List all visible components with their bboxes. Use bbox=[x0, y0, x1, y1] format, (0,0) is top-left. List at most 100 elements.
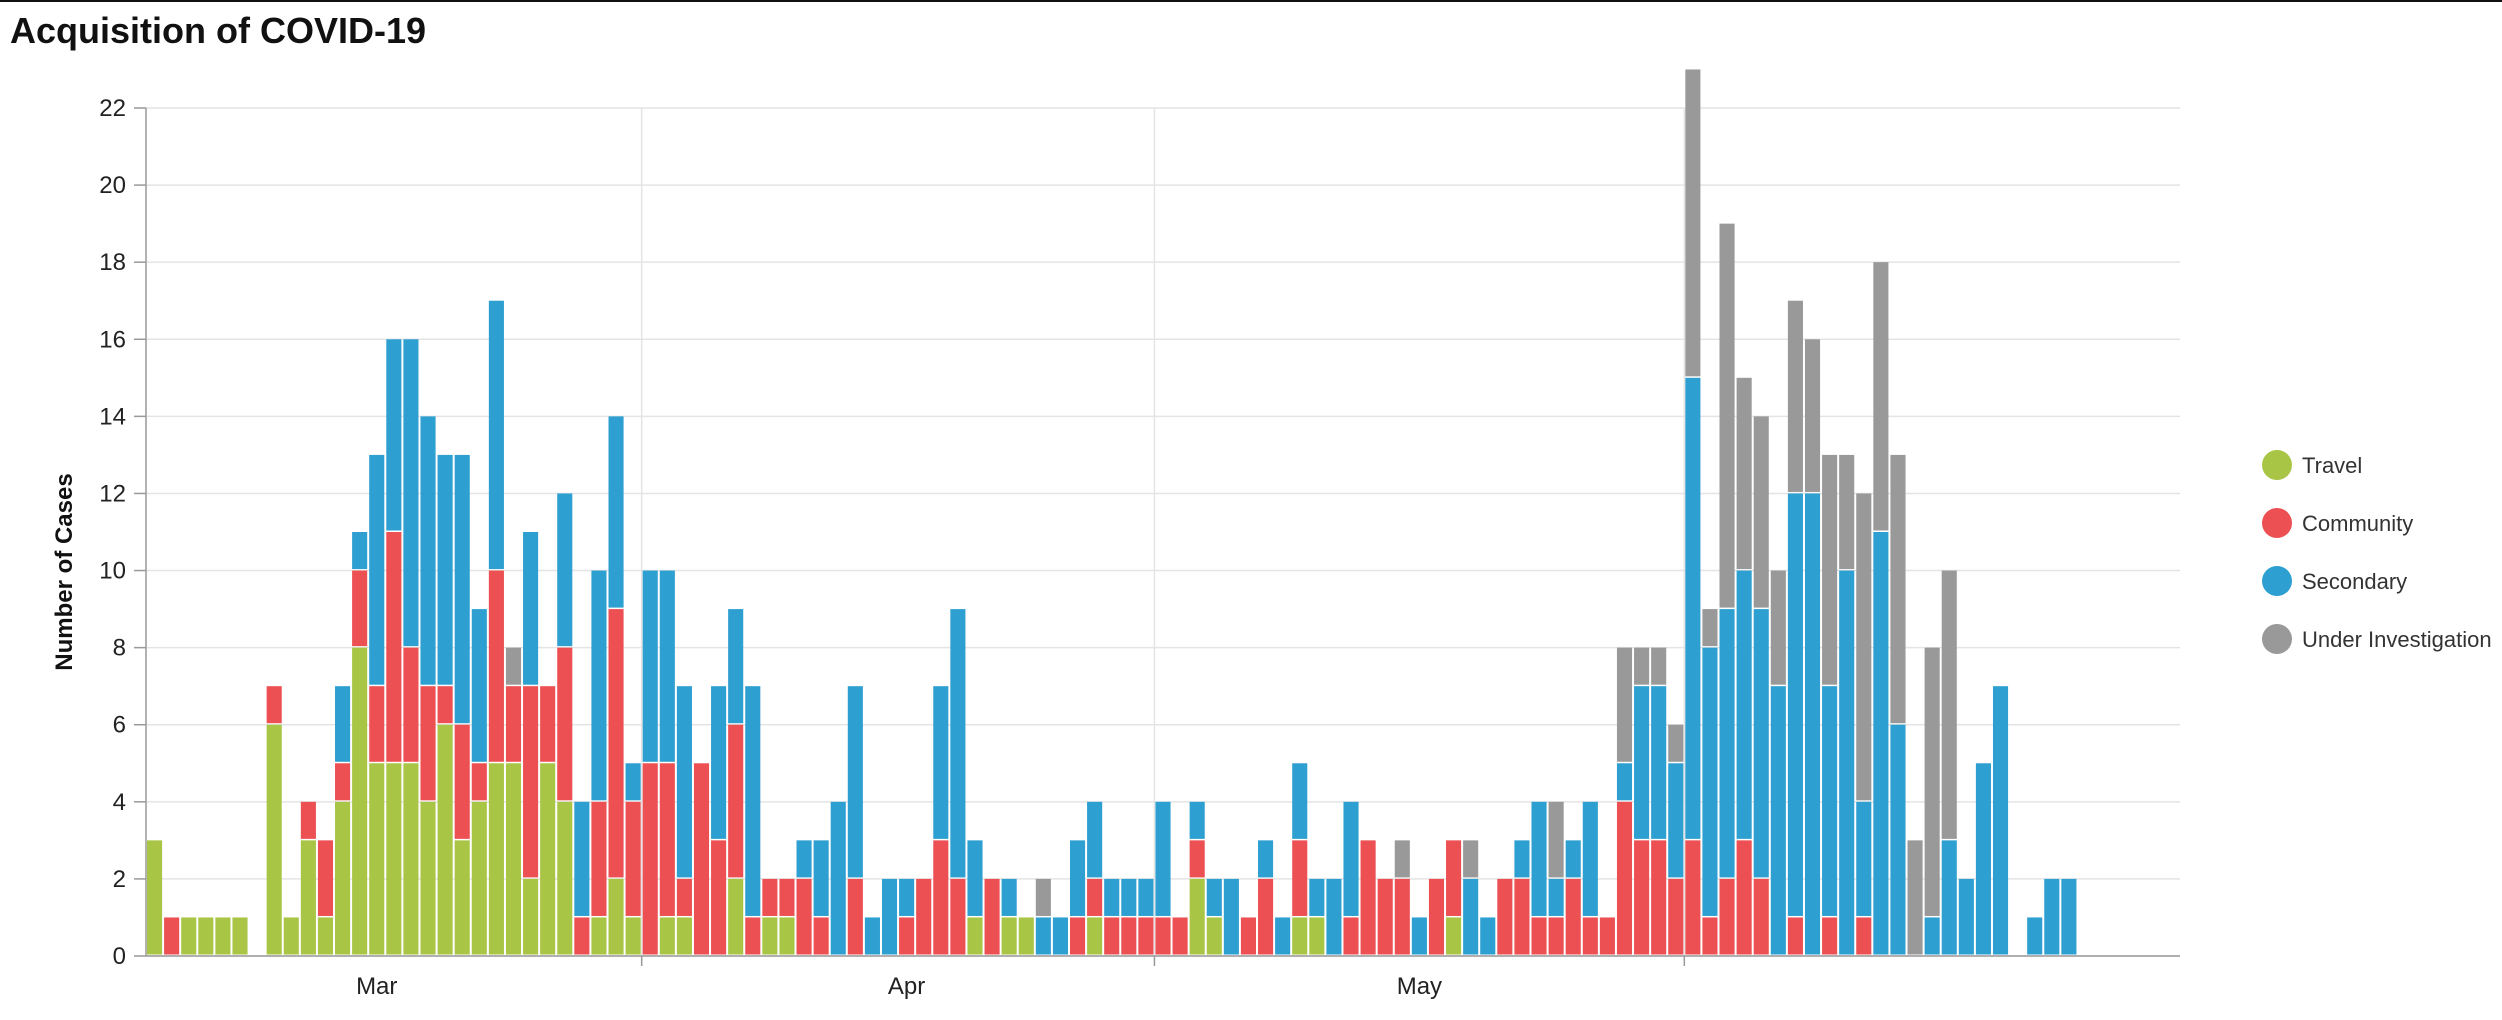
bar-community-day-24 bbox=[557, 647, 573, 801]
bar-community-day-70 bbox=[1343, 917, 1359, 955]
bar-community-day-36 bbox=[762, 878, 778, 916]
bar-community-day-90 bbox=[1685, 840, 1701, 955]
bar-under-investigation-day-82 bbox=[1548, 801, 1564, 878]
bar-under-investigation-day-101 bbox=[1873, 262, 1889, 531]
bar-secondary-day-17 bbox=[437, 454, 453, 685]
bar-secondary-day-12 bbox=[352, 532, 368, 570]
bar-travel-day-15 bbox=[403, 763, 419, 955]
bar-secondary-day-111 bbox=[2044, 878, 2060, 955]
bar-secondary-day-44 bbox=[899, 878, 915, 916]
bar-secondary-day-101 bbox=[1873, 532, 1889, 955]
bar-community-day-32 bbox=[693, 763, 710, 955]
bar-community-day-28 bbox=[625, 801, 641, 916]
bar-community-day-71 bbox=[1360, 840, 1376, 955]
bar-community-day-56 bbox=[1104, 917, 1120, 955]
bar-travel-day-0 bbox=[147, 840, 163, 955]
bar-travel-day-30 bbox=[659, 917, 675, 955]
bar-community-day-18 bbox=[454, 724, 470, 839]
bar-secondary-day-61 bbox=[1189, 801, 1205, 839]
bar-under-investigation-day-87 bbox=[1634, 647, 1650, 685]
y-tick-label: 12 bbox=[99, 480, 126, 507]
bar-community-day-93 bbox=[1736, 840, 1752, 955]
bar-under-investigation-day-88 bbox=[1651, 647, 1667, 685]
bar-secondary-day-80 bbox=[1514, 840, 1530, 878]
bar-community-day-38 bbox=[796, 878, 812, 955]
bar-community-day-64 bbox=[1240, 917, 1257, 955]
bar-travel-day-34 bbox=[728, 878, 744, 955]
bar-secondary-day-38 bbox=[796, 840, 812, 878]
legend-label-under-investigation: Under Investigation bbox=[2302, 627, 2492, 652]
bar-secondary-day-54 bbox=[1069, 840, 1086, 916]
bar-secondary-day-35 bbox=[745, 686, 761, 916]
bar-community-day-12 bbox=[352, 570, 368, 647]
bar-secondary-day-96 bbox=[1787, 493, 1803, 916]
bar-community-day-16 bbox=[420, 686, 436, 801]
bar-under-investigation-day-94 bbox=[1753, 416, 1769, 608]
bar-community-day-58 bbox=[1138, 917, 1154, 955]
bar-community-day-7 bbox=[266, 686, 282, 724]
bar-secondary-day-97 bbox=[1804, 493, 1821, 955]
bar-secondary-day-48 bbox=[967, 840, 983, 916]
bar-travel-day-62 bbox=[1206, 917, 1222, 955]
bar-travel-day-31 bbox=[676, 917, 692, 955]
legend-dot-community bbox=[2262, 508, 2292, 538]
chart-title: Acquisition of COVID-19 bbox=[10, 10, 427, 51]
axes: 0 2 4 6 8 10 12 14 16 18 20 22 Mar Apr May bbox=[99, 95, 2180, 1000]
bar-community-day-91 bbox=[1702, 917, 1718, 955]
bar-community-day-35 bbox=[745, 917, 761, 955]
bar-travel-day-16 bbox=[420, 801, 436, 955]
bar-secondary-day-18 bbox=[454, 454, 470, 724]
legend-label-community: Community bbox=[2302, 511, 2414, 536]
bar-secondary-day-95 bbox=[1770, 686, 1786, 955]
bar-travel-day-61 bbox=[1189, 878, 1205, 955]
bar-community-day-10 bbox=[317, 840, 334, 916]
bar-community-day-27 bbox=[608, 609, 624, 878]
bar-community-day-57 bbox=[1121, 917, 1137, 955]
bar-secondary-day-46 bbox=[933, 686, 949, 839]
bar-under-investigation-day-91 bbox=[1702, 609, 1718, 647]
bar-community-day-81 bbox=[1531, 917, 1547, 955]
bar-travel-day-26 bbox=[591, 917, 607, 955]
bar-community-day-72 bbox=[1377, 878, 1393, 955]
bar-community-day-39 bbox=[813, 917, 829, 955]
bar-travel-day-50 bbox=[1001, 917, 1017, 955]
bar-secondary-day-90 bbox=[1685, 377, 1701, 839]
bar-community-day-9 bbox=[300, 801, 316, 839]
bar-secondary-day-57 bbox=[1121, 878, 1137, 916]
bar-travel-day-10 bbox=[317, 917, 334, 955]
bar-travel-day-13 bbox=[369, 763, 385, 955]
bar-travel-day-2 bbox=[181, 917, 197, 955]
bar-secondary-day-69 bbox=[1326, 878, 1342, 955]
bar-travel-day-36 bbox=[762, 917, 778, 955]
bar-community-day-33 bbox=[711, 840, 727, 955]
bar-secondary-day-102 bbox=[1890, 724, 1906, 955]
bar-community-day-54 bbox=[1069, 917, 1086, 955]
bar-secondary-day-31 bbox=[676, 686, 692, 878]
bar-travel-day-18 bbox=[454, 840, 470, 955]
bar-under-investigation-day-86 bbox=[1616, 647, 1633, 762]
bar-secondary-day-29 bbox=[642, 570, 658, 762]
bar-community-day-47 bbox=[950, 878, 966, 955]
bar-under-investigation-day-95 bbox=[1770, 570, 1786, 685]
bar-travel-day-23 bbox=[540, 763, 556, 955]
y-tick-label: 18 bbox=[99, 249, 126, 276]
y-tick-label: 6 bbox=[113, 712, 126, 739]
bar-under-investigation-day-93 bbox=[1736, 377, 1752, 570]
bar-travel-day-24 bbox=[557, 801, 573, 955]
bar-community-day-25 bbox=[574, 917, 590, 955]
bar-under-investigation-day-92 bbox=[1719, 223, 1735, 608]
bar-community-day-21 bbox=[505, 686, 522, 762]
bar-under-investigation-day-73 bbox=[1394, 840, 1410, 878]
bar-secondary-day-27 bbox=[608, 416, 624, 608]
bar-travel-day-20 bbox=[488, 763, 504, 955]
bar-secondary-day-52 bbox=[1035, 917, 1051, 955]
bar-travel-day-21 bbox=[505, 763, 522, 955]
bar-community-day-55 bbox=[1087, 878, 1103, 916]
bar-secondary-day-68 bbox=[1309, 878, 1325, 916]
bar-secondary-day-25 bbox=[574, 801, 590, 916]
bar-under-investigation-day-105 bbox=[1941, 570, 1957, 839]
bar-community-day-1 bbox=[164, 917, 180, 955]
y-tick-label: 22 bbox=[99, 95, 126, 122]
bar-under-investigation-day-98 bbox=[1822, 454, 1838, 685]
